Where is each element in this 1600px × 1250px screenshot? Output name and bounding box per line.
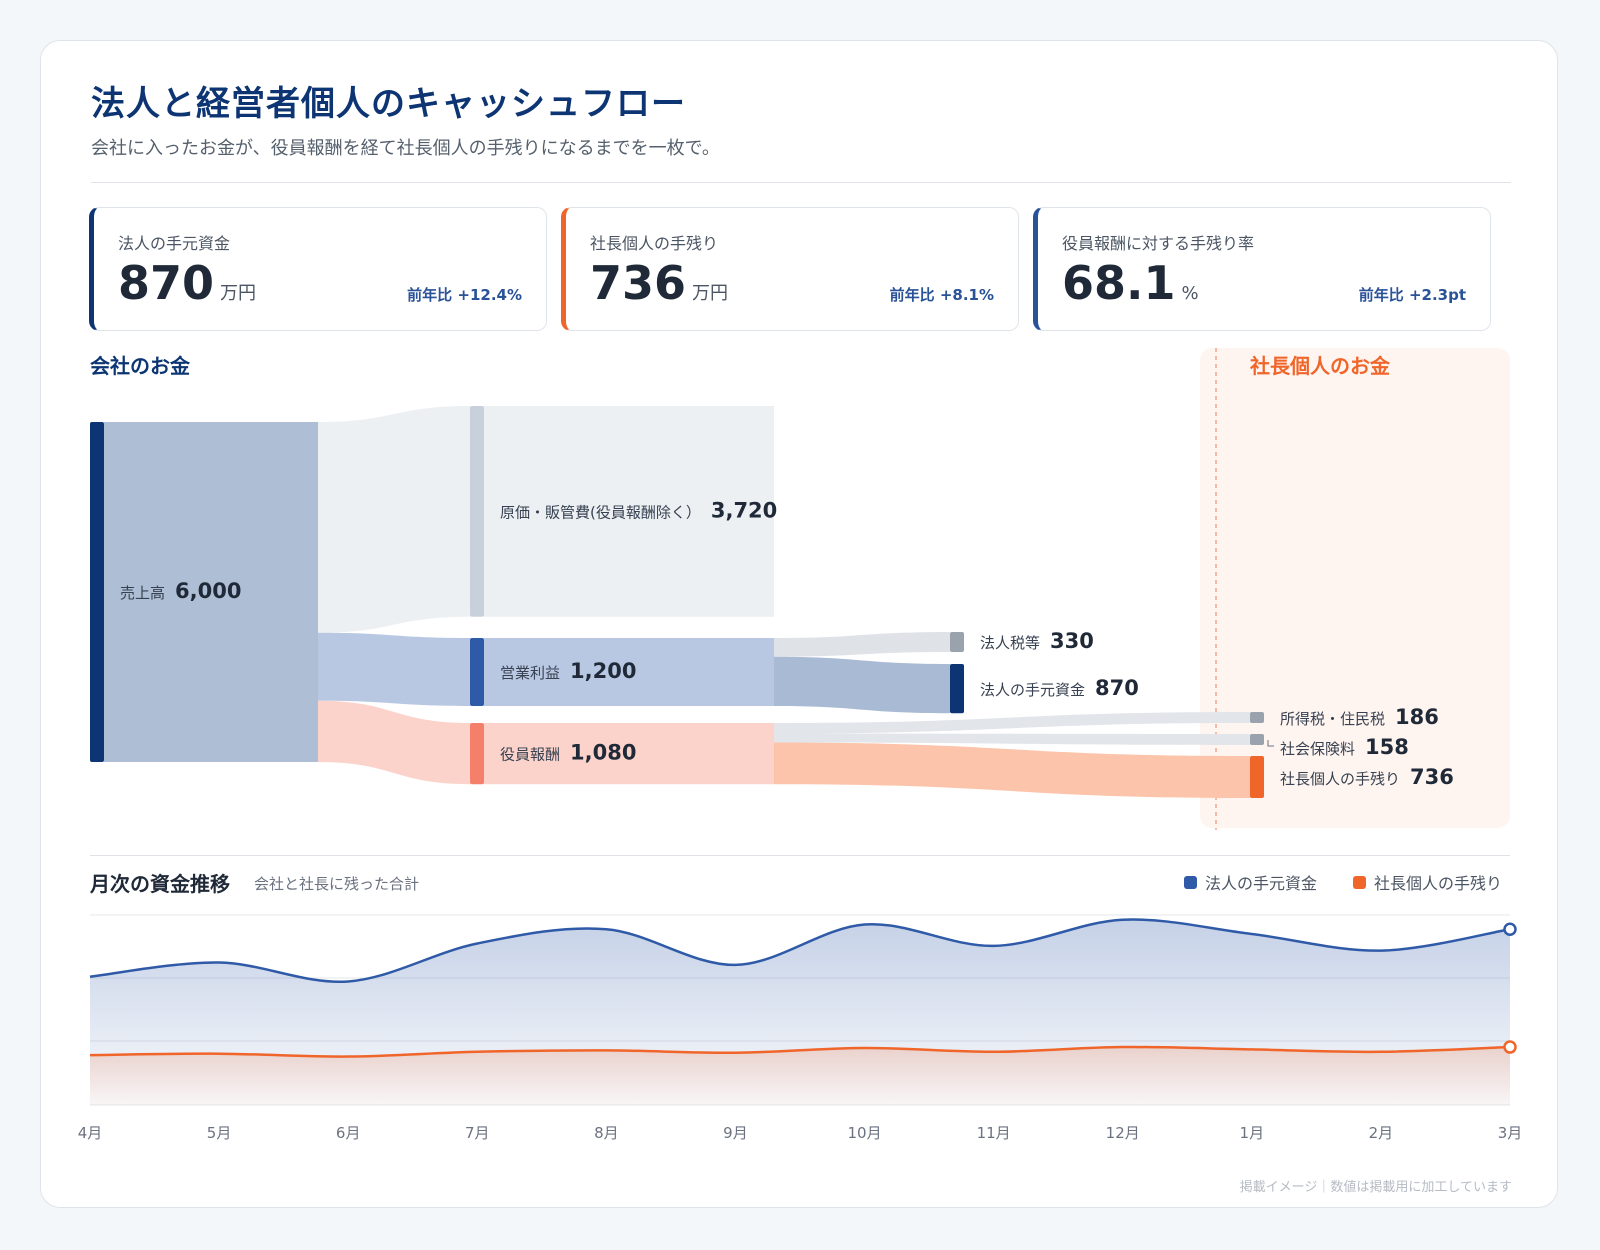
kpi-label: 法人の手元資金 xyxy=(118,234,231,253)
band-sales xyxy=(104,422,318,762)
node-label-take: 社長個人の手残り 736 xyxy=(1280,765,1454,789)
kpi-delta: 前年比 +12.4% xyxy=(407,286,522,304)
section-label-personal: 社長個人のお金 xyxy=(1250,354,1390,378)
x-tick-label: 7月 xyxy=(464,1124,490,1142)
kpi-card-personal-takehome: 社長個人の手残り 736 万円 前年比 +8.1% xyxy=(561,207,1019,331)
node-bar-cogs xyxy=(470,406,484,617)
link-comp-itax xyxy=(774,712,1250,734)
kpi-label: 役員報酬に対する手残り率 xyxy=(1062,234,1255,253)
node-value: 1,080 xyxy=(570,741,636,765)
node-label-itax: 所得税・住民税 186 xyxy=(1280,705,1439,729)
node-bar-cash xyxy=(950,664,964,714)
band-comp xyxy=(484,723,774,785)
x-tick-label: 9月 xyxy=(723,1124,748,1142)
node-value: 870 xyxy=(1095,676,1139,700)
node-label-sales: 売上高 6,000 xyxy=(120,579,241,603)
band-op xyxy=(484,638,774,706)
kpi-card-company-cash: 法人の手元資金 870 万円 前年比 +12.4% xyxy=(89,207,547,331)
link-comp-ins xyxy=(774,733,1250,745)
legend-label: 法人の手元資金 xyxy=(1205,874,1318,893)
section-label-company: 会社のお金 xyxy=(90,354,190,378)
node-bar-take xyxy=(1250,756,1264,798)
trend-chart-subtitle: 会社と社長に残った合計 xyxy=(254,875,420,893)
header-divider xyxy=(91,182,1511,183)
x-tick-label: 2月 xyxy=(1368,1124,1394,1142)
node-label-comp: 役員報酬 1,080 xyxy=(500,741,636,765)
node-name: 法人税等 xyxy=(980,634,1040,652)
x-tick-label: 3月 xyxy=(1497,1124,1523,1142)
kpi-delta: 前年比 +2.3pt xyxy=(1358,286,1466,304)
node-bar-itax xyxy=(1250,712,1264,723)
node-label-ctax: 法人税等 330 xyxy=(980,629,1094,653)
node-value: 1,200 xyxy=(570,659,636,683)
legend-label: 社長個人の手残り xyxy=(1374,874,1503,893)
node-bar-op xyxy=(470,638,484,706)
node-label-op: 営業利益 1,200 xyxy=(500,659,636,683)
legend-swatch-blue xyxy=(1184,875,1197,889)
trend-chart-title: 月次の資金推移 xyxy=(90,872,230,896)
node-label-ins: 社会保険料 158 xyxy=(1280,735,1409,759)
band-cogs xyxy=(484,406,774,617)
node-bar-comp xyxy=(470,723,484,785)
node-value: 6,000 xyxy=(175,579,241,603)
kpi-unit: % xyxy=(1181,283,1199,304)
node-value: 3,720 xyxy=(711,498,777,522)
legend-item-personal: 社長個人の手残り xyxy=(1353,870,1502,894)
node-name: 所得税・住民税 xyxy=(1280,710,1385,728)
link-comp-take xyxy=(774,742,1250,798)
kpi-unit: 万円 xyxy=(220,283,257,304)
node-label-cogs: 原価・販管費(役員報酬除く） 3,720 xyxy=(500,498,777,522)
node-name: 法人の手元資金 xyxy=(980,681,1085,699)
page-subtitle: 会社に入ったお金が、役員報酬を経て社長個人の手残りになるまでを一枚で。 xyxy=(91,138,720,159)
node-name: 社会保険料 xyxy=(1280,740,1355,758)
footer-note: 掲載イメージ｜数値は掲載用に加工しています xyxy=(1239,1180,1512,1195)
kpi-label: 社長個人の手残り xyxy=(590,234,719,253)
kpi-value: 870 万円 xyxy=(118,256,256,310)
kpi-unit: 万円 xyxy=(692,283,729,304)
page-title: 法人と経営者個人のキャッシュフロー xyxy=(91,84,686,124)
link-sales-cogs xyxy=(318,406,470,633)
link-sales-comp xyxy=(318,700,470,785)
section-divider xyxy=(90,855,1510,856)
node-bar-ins xyxy=(1250,734,1264,745)
kpi-card-retention-rate: 役員報酬に対する手残り率 68.1% 前年比 +2.3pt xyxy=(1033,207,1491,331)
x-tick-label: 1月 xyxy=(1239,1124,1265,1142)
node-value: 158 xyxy=(1365,735,1409,759)
node-name: 役員報酬 xyxy=(500,746,560,764)
node-bar-sales xyxy=(90,422,104,762)
node-value: 186 xyxy=(1395,705,1439,729)
node-value: 736 xyxy=(1410,765,1454,789)
x-tick-label: 8月 xyxy=(594,1124,619,1142)
node-value: 330 xyxy=(1050,629,1094,653)
node-name: 営業利益 xyxy=(500,664,560,682)
legend-item-company: 法人の手元資金 xyxy=(1184,870,1317,894)
connector-ins xyxy=(1267,740,1274,747)
node-name: 原価・販管費(役員報酬除く） xyxy=(500,503,701,521)
kpi-number: 870 xyxy=(118,256,215,310)
kpi-value: 68.1% xyxy=(1062,256,1199,310)
node-label-cash: 法人の手元資金 870 xyxy=(980,676,1139,700)
personal-panel xyxy=(1200,348,1510,828)
kpi-number: 736 xyxy=(590,256,687,310)
node-name: 売上高 xyxy=(120,584,165,602)
node-name: 社長個人の手残り xyxy=(1280,770,1400,788)
legend-swatch-orange xyxy=(1353,875,1366,889)
x-tick-label: 5月 xyxy=(206,1124,232,1142)
x-tick-label: 6月 xyxy=(335,1124,361,1142)
sankey-chart: 売上高 6,000 原価・販管費(役員報酬除く） 3,720 営業利益 1,200 役員報酬… xyxy=(90,348,1510,830)
link-sales-op xyxy=(318,632,470,706)
kpi-value: 736 万円 xyxy=(590,256,728,310)
link-op-ctax xyxy=(774,632,950,657)
x-tick-label: 4月 xyxy=(77,1124,103,1142)
x-tick-label: 10月 xyxy=(847,1124,882,1142)
kpi-delta: 前年比 +8.1% xyxy=(889,286,994,304)
kpi-number: 68.1 xyxy=(1062,256,1176,310)
link-op-cash xyxy=(774,656,950,714)
x-tick-label: 11月 xyxy=(976,1124,1011,1142)
node-bar-ctax xyxy=(950,632,964,652)
x-tick-label: 12月 xyxy=(1105,1124,1140,1142)
